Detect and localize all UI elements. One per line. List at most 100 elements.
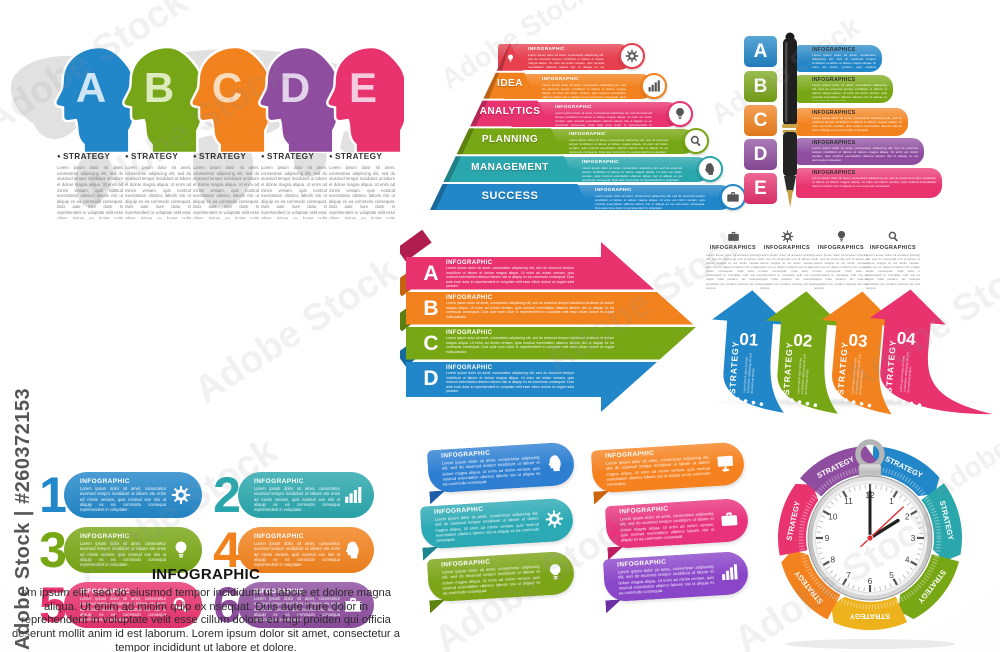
option-title: INFOGRAPHIC — [80, 478, 130, 485]
pyramid-level-label: ANALYTICS — [479, 106, 541, 117]
svg-text:4: 4 — [905, 555, 910, 565]
pen-banner: INFOGRAPHICS Lorem ipsum dolor sit amet,… — [796, 75, 893, 103]
band-text: INFOGRAPHIC Lorem ipsum dolor sit amet, … — [446, 260, 574, 288]
band-title: INFOGRAPHIC — [446, 295, 493, 301]
ribbon-bubble: INFOGRAPHIC Lorem ipsum dolor sit amet, … — [426, 441, 576, 494]
head-silhouette — [122, 45, 200, 153]
pyramid-triangle — [430, 43, 590, 210]
pyramid-section: INFOGRAPHIC Lorem ipsum dolor sit amet, … — [428, 40, 746, 218]
head-text-column: ● STRATEGY Lorem ipsum dolor sit amet, co… — [261, 152, 327, 219]
option-title: INFOGRAPHIC — [254, 588, 304, 595]
hour-ticks — [816, 484, 924, 592]
pyramid-icon-circle — [619, 43, 645, 69]
svg-text:7: 7 — [846, 570, 851, 580]
fountain-pen — [782, 32, 798, 208]
column-text: Lorem ipsum dolor sit ametam ipsicing el… — [706, 253, 760, 290]
bubble-text: Lorem ipsum dolor sit amet, consectetur … — [605, 454, 711, 487]
head-text-column: ● STRATEGY Lorem ipsum dolor sit amet, co… — [57, 152, 123, 219]
option-text: Lorem ipsum dolor sit amet, consectetur … — [80, 541, 166, 568]
banner-text: Lorem ipsum dolor sit amet, consectetur … — [812, 83, 887, 101]
lorem-text: Lorem ipsum dolor sit amet, consectetur … — [125, 165, 191, 219]
bubble-text: Lorem ipsum dolor sit amet, consectetur … — [441, 454, 541, 487]
banner-title: INFOGRAPHIC — [555, 104, 592, 110]
head-text-column: ● STRATEGY Lorem ipsum dolor sit amet, co… — [193, 152, 259, 219]
option-title: INFOGRAPHIC — [254, 478, 304, 485]
bulb-icon — [506, 54, 515, 63]
pen-banner: INFOGRAPHICS Lorem ipsum dolor sit amet,… — [796, 108, 908, 136]
footer-section: INFOGRAPHIC em ipsum elit, sed do eiusmo… — [10, 566, 402, 652]
head-icon — [703, 162, 717, 176]
banner-title: INFOGRAPHICS — [812, 47, 856, 53]
head-silhouette — [190, 45, 268, 153]
banner-text: Lorem ipsum dolor sit amet, consectetur … — [812, 116, 902, 133]
banner-title: INFOGRAPHIC — [528, 46, 565, 52]
head-profile: B — [120, 45, 200, 153]
banner-title: INFOGRAPHICS — [812, 77, 856, 83]
briefcase-icon — [727, 230, 740, 243]
head-letter: A — [75, 64, 107, 111]
bulb-icon — [835, 230, 848, 243]
bubble-text: Lorem ipsum dolor sit amet, consectetur … — [619, 510, 715, 543]
head-profile: D — [256, 45, 336, 153]
strategy-arrow: 04 STRATEGY Lorem ipsum dolor sit amet c… — [860, 285, 1000, 421]
banner-text: Lorem ipsum dolor sit amet, consectetur … — [812, 146, 918, 163]
band-lorem: Lorem ipsum dolor sit amet, consectetur … — [446, 301, 614, 319]
head-profile: E — [324, 45, 404, 153]
band-lorem: Lorem ipsum dolor sit amet, consectetur … — [446, 266, 574, 288]
strategy-label: ● STRATEGY — [193, 152, 247, 161]
strategy-column: INFOGRAPHICS Lorem ipsum dolor sit ameta… — [706, 230, 760, 293]
head-profile: A — [52, 45, 132, 153]
column-title: INFOGRAPHICS — [869, 245, 917, 251]
banner-text: Lorem ipsum dolor sit amet, consectetur … — [555, 110, 652, 127]
head-text-column: ● STRATEGY Lorem ipsum dolor sit amet, co… — [125, 152, 191, 219]
tab-letter: C — [753, 109, 768, 131]
strategy-column: INFOGRAPHICS Lorem ipsum dolor sit ameta… — [760, 230, 814, 293]
bubble-text: Lorem ipsum dolor sit amet, consectetur … — [441, 563, 541, 596]
clock-hands — [860, 490, 905, 548]
ribbon-bubble: INFOGRAPHIC Lorem ipsum dolor sit amet, … — [604, 497, 750, 550]
strategy-label: ● STRATEGY — [261, 152, 315, 161]
strategy-ring-label: STRATEGY — [850, 612, 890, 621]
ground-shadow — [705, 398, 995, 407]
ribbon-bubble: INFOGRAPHIC Lorem ipsum dolor sit amet, … — [426, 550, 576, 603]
band-text: INFOGRAPHIC Lorem ipsum dolor sit amet, … — [446, 295, 614, 323]
search-icon — [887, 230, 900, 243]
head-silhouette — [258, 45, 336, 153]
bar-chart-icon — [719, 562, 739, 582]
tab-letter: E — [754, 177, 767, 199]
strategy-arrow: 02 STRATEGY Lorem ipsum dolor sit amet c… — [758, 288, 846, 415]
gear-icon — [781, 230, 794, 243]
head-letter: D — [279, 64, 311, 111]
svg-text:6: 6 — [868, 576, 873, 586]
banner-title: INFOGRAPHICS — [812, 140, 856, 146]
strategy-column: INFOGRAPHICS Lorem ipsum dolor sit ameta… — [866, 230, 920, 293]
pyramid-level-label: PLANNING — [481, 134, 539, 145]
column-text: Lorem ipsum dolor sit ametam ipsicing el… — [760, 253, 814, 290]
bulb-icon — [545, 562, 565, 582]
option-text: Lorem ipsum dolor sit amet, consectetur … — [80, 486, 166, 513]
search-icon — [689, 134, 703, 148]
curved-arrow-shape: 04 — [869, 289, 993, 415]
option-number: 6 — [213, 577, 241, 633]
band-letter: C — [423, 332, 439, 355]
band-title: INFOGRAPHIC — [446, 330, 493, 336]
head-letter: B — [143, 64, 175, 111]
bubble-text: Lorem ipsum dolor sit amet, consectetur … — [617, 563, 715, 596]
lorem-text: Lorem ipsum dolor sit amet, consectetur … — [193, 165, 259, 219]
pyramid-icon-circle — [641, 73, 667, 99]
arrow-section: A B C D INFOGRAPHIC Lorem ipsum dolor si… — [400, 226, 710, 416]
banner-text: Lorem ipsum dolor sit amet, consectetur … — [528, 52, 604, 70]
pyramid-icon-circle — [667, 101, 693, 127]
head-text-column: ● STRATEGY Lorem ipsum dolor sit amet, co… — [329, 152, 395, 219]
pyramid-icon-circle — [683, 128, 709, 154]
svg-text:5: 5 — [889, 570, 894, 580]
svg-text:10: 10 — [828, 512, 838, 522]
ribbon-bubble: INFOGRAPHIC Lorem ipsum dolor sit amet, … — [590, 441, 746, 494]
option-title: INFOGRAPHIC — [80, 533, 130, 540]
ribbon-bubble: INFOGRAPHIC Lorem ipsum dolor sit amet, … — [602, 550, 750, 603]
svg-text:11: 11 — [844, 496, 853, 506]
pen-banner: INFOGRAPHICS Lorem ipsum dolor sit amet,… — [796, 138, 924, 165]
strategy-label: ● STRATEGY — [57, 152, 111, 161]
pyramid-level-label: SUCCESS — [481, 190, 539, 202]
